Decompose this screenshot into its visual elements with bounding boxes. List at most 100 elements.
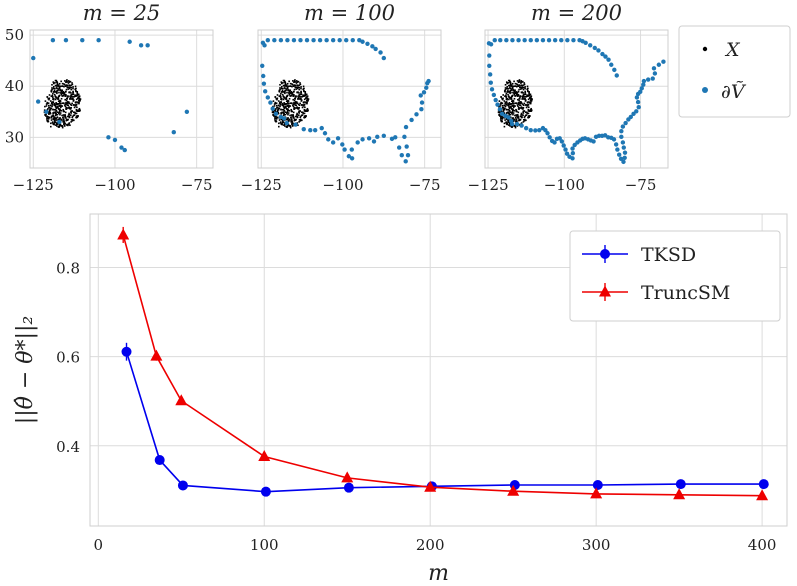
interior-point [499, 118, 502, 120]
interior-point [303, 112, 306, 115]
interior-point [512, 85, 514, 88]
interior-point [504, 105, 507, 108]
boundary-point [493, 97, 498, 103]
interior-point [287, 102, 290, 105]
interior-point [75, 94, 77, 97]
interior-point [54, 104, 57, 106]
interior-point [300, 100, 303, 102]
interior-point [304, 116, 307, 119]
interior-point [289, 82, 292, 85]
interior-point [304, 101, 306, 103]
interior-point [290, 90, 293, 93]
boundary-point [628, 114, 633, 120]
interior-point [59, 100, 62, 102]
boundary-point [510, 38, 515, 43]
interior-point [292, 95, 294, 97]
boundary-point [635, 99, 641, 105]
interior-point [61, 89, 64, 92]
interior-point [47, 102, 50, 104]
interior-point [529, 93, 532, 96]
interior-point [511, 87, 514, 90]
interior-point [65, 81, 67, 84]
boundary-point [301, 126, 306, 132]
top-legend: X ∂Ṽ [678, 25, 791, 118]
interior-point [517, 101, 520, 104]
interior-point [66, 86, 69, 89]
interior-point [501, 116, 504, 118]
interior-point [298, 98, 300, 100]
interior-point [302, 85, 305, 88]
interior-point [298, 92, 300, 94]
interior-point [284, 103, 287, 106]
interior-point [504, 89, 506, 92]
interior-point [70, 88, 73, 91]
interior-point [70, 106, 72, 109]
interior-point [70, 92, 72, 94]
interior-point [275, 97, 278, 100]
interior-point [275, 102, 278, 104]
x-tick-label: 400 [748, 536, 777, 554]
boundary-point [419, 100, 425, 105]
interior-point [296, 112, 298, 115]
interior-point [49, 100, 52, 102]
interior-point [44, 105, 46, 108]
interior-point [71, 118, 74, 121]
boundary-point [634, 95, 640, 100]
interior-point [298, 94, 301, 96]
data-point [117, 228, 130, 240]
interior-point [511, 91, 513, 94]
interior-point [78, 102, 80, 105]
interior-point [70, 114, 72, 116]
interior-point [498, 100, 501, 102]
interior-point [528, 91, 530, 94]
interior-point [74, 85, 77, 88]
interior-point [48, 97, 51, 100]
boundary-point [509, 121, 515, 127]
interior-point [530, 97, 532, 99]
legend-item-truncsm: TruncSM [582, 282, 730, 304]
interior-point [305, 97, 307, 100]
interior-point [298, 104, 301, 107]
interior-point [511, 112, 513, 114]
interior-point [58, 86, 61, 89]
interior-point [303, 98, 306, 101]
interior-point [297, 80, 300, 83]
interior-point [517, 114, 519, 117]
interior-point [52, 87, 55, 90]
interior-point [504, 87, 507, 89]
boundary-point [298, 38, 303, 43]
interior-point [302, 94, 304, 97]
interior-point [75, 112, 78, 115]
interior-point [65, 84, 68, 86]
interior-point [520, 116, 523, 119]
boundary-point [489, 87, 495, 92]
interior-point [50, 89, 53, 92]
boundary-point [499, 111, 505, 117]
interior-point [506, 123, 508, 126]
boundary-point [504, 38, 509, 43]
interior-point [78, 107, 81, 110]
interior-point [75, 110, 78, 112]
interior-point [523, 120, 526, 122]
interior-point [287, 100, 290, 102]
interior-point [271, 111, 274, 114]
interior-point [504, 83, 507, 86]
interior-point [299, 82, 301, 84]
interior-point [57, 95, 60, 98]
boundary-point [371, 139, 377, 144]
interior-point [520, 115, 523, 118]
interior-point [295, 104, 298, 107]
interior-point [67, 107, 70, 109]
interior-point [526, 94, 528, 97]
interior-point [528, 115, 530, 117]
interior-point [279, 101, 281, 104]
interior-point [293, 106, 295, 109]
interior-point [48, 113, 50, 115]
interior-point [63, 83, 65, 85]
interior-point [56, 113, 59, 116]
boundary-point [528, 38, 533, 43]
interior-point [503, 108, 506, 111]
interior-point [68, 122, 71, 124]
interior-point [521, 107, 524, 109]
interior-point [298, 84, 301, 86]
